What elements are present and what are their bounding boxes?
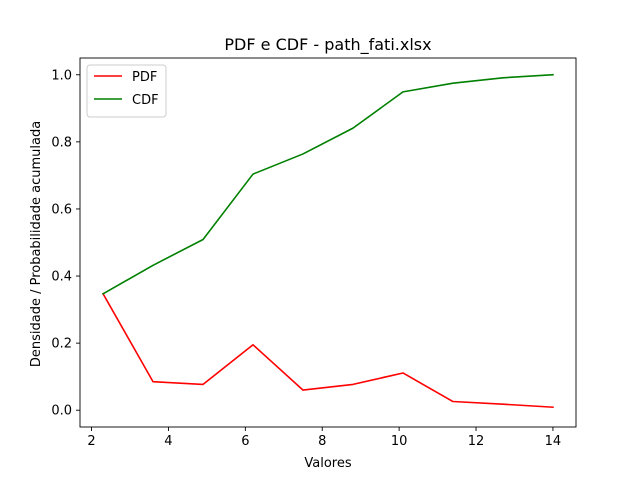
legend-label-cdf: CDF (132, 93, 159, 108)
y-tick-label: 0.8 (51, 135, 72, 150)
y-tick-label: 0.4 (51, 270, 72, 285)
x-tick-label: 14 (545, 434, 562, 449)
x-tick-label: 12 (468, 434, 485, 449)
x-tick-label: 4 (164, 434, 172, 449)
axes-frame (79, 57, 577, 428)
y-tick-label: 0.0 (51, 404, 72, 419)
legend-label-pdf: PDF (132, 70, 157, 85)
chart-title: PDF e CDF - path_fati.xlsx (224, 35, 431, 55)
plot-area: 2 4 6 8 10 12 14 0.0 0.2 0.4 0.6 0.8 1.0 PDF CDF (51, 57, 577, 449)
series-line-pdf (101, 292, 554, 409)
series-line-cdf (101, 73, 554, 295)
y-tick-label: 0.6 (51, 202, 72, 217)
x-axis-label: Valores (304, 456, 351, 471)
legend-box (86, 64, 167, 118)
y-tick-label: 0.2 (51, 337, 72, 352)
x-tick-label: 6 (241, 434, 249, 449)
x-tick-label: 2 (87, 434, 95, 449)
y-axis-label: Densidade / Probabilidade acumulada (29, 121, 44, 367)
x-tick-label: 10 (391, 434, 408, 449)
x-tick-label: 8 (318, 434, 326, 449)
y-tick-label: 1.0 (51, 68, 72, 83)
